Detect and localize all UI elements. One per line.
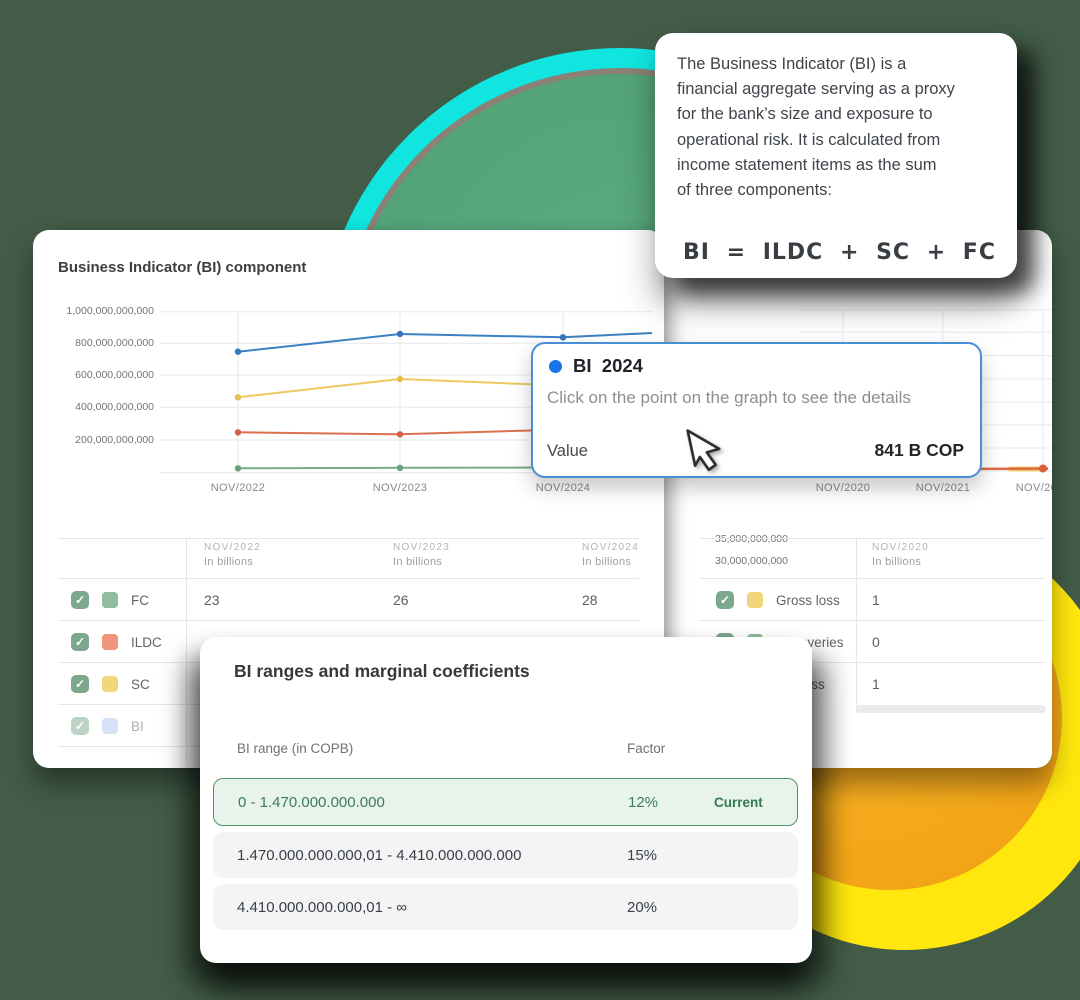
ranges-col-factor: Factor bbox=[627, 741, 666, 756]
info-text-line: operational risk. It is calculated from bbox=[677, 130, 941, 149]
fc-value: 26 bbox=[393, 592, 409, 608]
tooltip-value: 841 B COP bbox=[874, 440, 964, 460]
tooltip-value-label: Value bbox=[547, 442, 588, 460]
gross-loss-label: Gross loss bbox=[776, 592, 840, 608]
left-y-label: 1,000,000,000,000 bbox=[66, 305, 154, 317]
left-col-header: NOV/2022 In billions bbox=[204, 542, 262, 568]
ildc-checkbox[interactable]: ✓ bbox=[71, 633, 89, 651]
current-badge: Current bbox=[714, 794, 763, 810]
table-scrollbar[interactable] bbox=[856, 705, 1046, 713]
left-col-header: NOV/2023 In billions bbox=[393, 542, 451, 568]
info-text-line: The Business Indicator (BI) is a bbox=[677, 55, 907, 73]
right-col-header: NOV/2020 In billions bbox=[872, 542, 930, 568]
range-text: 0 - 1.470.000.000.000 bbox=[238, 793, 385, 811]
right-x-label: NOV/2022 bbox=[1015, 482, 1052, 494]
legend-row-ildc: ✓ ILDC bbox=[71, 633, 162, 651]
range-factor: 15% bbox=[627, 846, 658, 864]
net-loss-value: 1 bbox=[872, 676, 880, 692]
fc-label: FC bbox=[131, 592, 149, 608]
gross-loss-point bbox=[1039, 464, 1047, 473]
chart-title: Business Indicator (BI) component bbox=[58, 259, 307, 276]
tooltip-title: BI 2024 bbox=[573, 355, 643, 376]
fc-swatch bbox=[102, 592, 118, 608]
bi-line bbox=[237, 332, 653, 353]
bi-swatch bbox=[102, 718, 118, 734]
left-col-header: NOV/2024 In billions bbox=[582, 542, 640, 568]
gross-loss-swatch bbox=[747, 592, 763, 608]
range-row-current[interactable]: 0 - 1.470.000.000.000 12% Current bbox=[213, 778, 798, 826]
chart-point-tooltip: BI 2024 Click on the point on the graph … bbox=[531, 342, 982, 478]
gross-loss-value: 1 bbox=[872, 592, 880, 608]
right-y-label: 30,000,000,000 bbox=[715, 555, 788, 567]
fc-value: 28 bbox=[582, 592, 598, 608]
table-border bbox=[700, 538, 1045, 539]
range-factor: 12% bbox=[628, 793, 659, 811]
row-divider bbox=[58, 620, 639, 621]
ranges-col-range: BI range (in COPB) bbox=[237, 741, 354, 756]
right-x-label: NOV/2020 bbox=[815, 482, 871, 494]
range-text: 1.470.000.000.000,01 - 4.410.000.000.000 bbox=[237, 846, 522, 864]
range-row[interactable]: 4.410.000.000.000,01 - ∞ 20% bbox=[213, 884, 798, 930]
left-y-label: 600,000,000,000 bbox=[75, 369, 154, 381]
legend-row-fc: ✓ FC bbox=[71, 591, 149, 609]
sc-label: SC bbox=[131, 676, 150, 692]
sc-checkbox[interactable]: ✓ bbox=[71, 675, 89, 693]
row-divider bbox=[700, 662, 1045, 663]
left-x-label: NOV/2024 bbox=[535, 482, 591, 494]
left-y-label: 800,000,000,000 bbox=[75, 337, 154, 349]
fc-checkbox[interactable]: ✓ bbox=[71, 591, 89, 609]
bi-ranges-card: BI ranges and marginal coefficients BI r… bbox=[200, 637, 812, 963]
left-x-label: NOV/2023 bbox=[372, 482, 428, 494]
info-text-line: financial aggregate serving as a proxy bbox=[677, 80, 955, 99]
sc-swatch bbox=[102, 676, 118, 692]
gross-loss-checkbox[interactable]: ✓ bbox=[716, 591, 734, 609]
bi-definition-card: The Business Indicator (BI) is a financi… bbox=[655, 33, 1017, 278]
recoveries-value: 0 bbox=[872, 634, 880, 650]
table-border bbox=[58, 578, 639, 579]
bi-series-dot-icon bbox=[549, 359, 562, 373]
right-y-label: 35,000,000,000 bbox=[715, 533, 788, 545]
table-border bbox=[58, 538, 639, 539]
right-x-label: NOV/2021 bbox=[915, 482, 971, 494]
legend-row-sc: ✓ SC bbox=[71, 675, 150, 693]
range-row[interactable]: 1.470.000.000.000,01 - 4.410.000.000.000… bbox=[213, 832, 798, 878]
right-legend-row: ✓ Gross loss bbox=[716, 591, 840, 609]
info-text-line: of three components: bbox=[677, 181, 833, 200]
left-y-label: 200,000,000,000 bbox=[75, 434, 154, 446]
range-text: 4.410.000.000.000,01 - ∞ bbox=[237, 898, 407, 916]
ildc-swatch bbox=[102, 634, 118, 650]
row-divider bbox=[700, 620, 1045, 621]
left-x-label: NOV/2022 bbox=[210, 482, 266, 494]
tooltip-hint: Click on the point on the graph to see t… bbox=[547, 388, 911, 407]
bi-label: BI bbox=[131, 718, 144, 734]
fc-value: 23 bbox=[204, 592, 220, 608]
bi-checkbox[interactable]: ✓ bbox=[71, 717, 89, 735]
legend-row-bi: ✓ BI bbox=[71, 717, 144, 735]
bi-formula: BI = ILDC + SC + FC bbox=[683, 240, 996, 265]
range-factor: 20% bbox=[627, 898, 658, 916]
info-text-line: income statement items as the sum bbox=[677, 155, 937, 174]
table-border bbox=[856, 538, 857, 713]
table-border bbox=[700, 578, 1045, 579]
ranges-title: BI ranges and marginal coefficients bbox=[234, 661, 530, 681]
table-border bbox=[186, 538, 187, 766]
info-text-line: for the bank’s size and exposure to bbox=[677, 105, 933, 124]
mouse-cursor-icon bbox=[686, 429, 721, 472]
ildc-label: ILDC bbox=[131, 634, 162, 650]
left-y-label: 400,000,000,000 bbox=[75, 401, 154, 413]
bi-points bbox=[234, 330, 567, 355]
